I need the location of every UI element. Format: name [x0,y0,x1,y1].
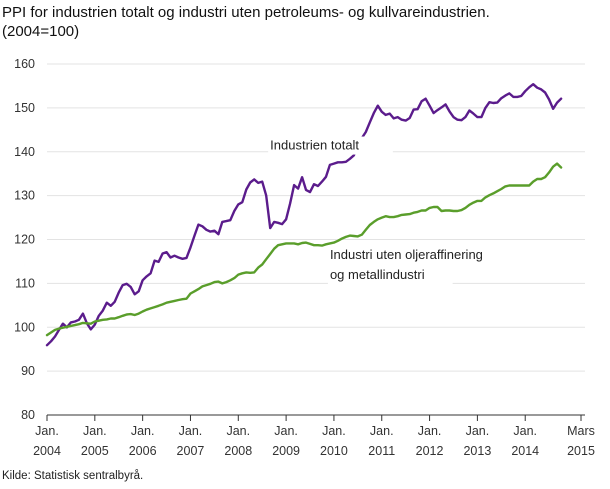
grid-lines [47,63,585,416]
y-tick-label: 80 [21,408,35,422]
x-tick-label: 2010 [320,444,348,458]
x-tick-label: Mars [567,424,595,438]
x-tick-label: 2015 [567,444,595,458]
x-tick-label: Jan. [226,424,250,438]
x-tick-label: Jan. [322,424,346,438]
series-line-1 [45,82,563,347]
x-tick-label: 2011 [368,444,395,458]
subtitle-line: (2004=100) [2,23,80,40]
x-tick-label: Jan. [274,424,298,438]
x-tick-label: 2012 [416,444,444,458]
x-tick-label: 2013 [463,444,491,458]
x-tick-label: Jan. [179,424,203,438]
y-tick-label: 160 [14,57,35,71]
series-annotation-1: Industrien totalt [270,138,359,153]
x-axis: Jan. 2004 Jan. 2005 Jan. 2006 Jan. 2007 Jan. 2008… [33,415,595,458]
y-tick-label: 100 [14,320,35,334]
title-line: PPI for industrien totalt og industri ut… [2,4,490,21]
y-tick-label: 130 [14,189,35,203]
x-tick-label: Jan. [513,424,537,438]
annotation-background [327,266,453,285]
ppi-line-chart: 80 90 100 110 120 130 140 150 160 Jan. 2004 Jan. 20… [14,57,595,458]
y-tick-label: 90 [21,364,35,378]
series-annotation-2: og metallindustri [330,267,425,282]
x-tick-label: 2009 [272,444,300,458]
x-tick-label: 2014 [511,444,539,458]
x-tick-label: Jan. [83,424,107,438]
series-lines [45,82,563,347]
y-tick-label: 110 [15,276,35,290]
series-annotation-2: Industri uten oljeraffinering [330,247,483,262]
source-note: Kilde: Statistisk sentralbyrå. [2,470,144,482]
x-tick-label: Jan. [466,424,490,438]
x-tick-label: Jan. [370,424,394,438]
x-tick-label: Jan. [418,424,442,438]
annotation-background [268,136,393,155]
chart-title: PPI for industrien totalt og industri ut… [2,3,602,41]
x-tick-label: 2007 [177,444,205,458]
y-axis: 80 90 100 110 120 130 140 150 160 [14,57,35,422]
x-tick-label: 2006 [129,444,157,458]
series-line-2 [45,162,563,337]
series-annotations: Industrien totalt Industri uten oljeraffi… [268,136,538,285]
x-tick-label: 2008 [224,444,252,458]
y-tick-label: 150 [14,101,35,115]
y-tick-label: 120 [14,233,35,247]
x-tick-label: 2005 [81,444,109,458]
x-tick-label: Jan. [131,424,155,438]
x-tick-label: Jan. [35,424,59,438]
annotation-background [327,246,538,265]
x-tick-label: 2004 [33,444,61,458]
y-tick-label: 140 [14,145,35,159]
